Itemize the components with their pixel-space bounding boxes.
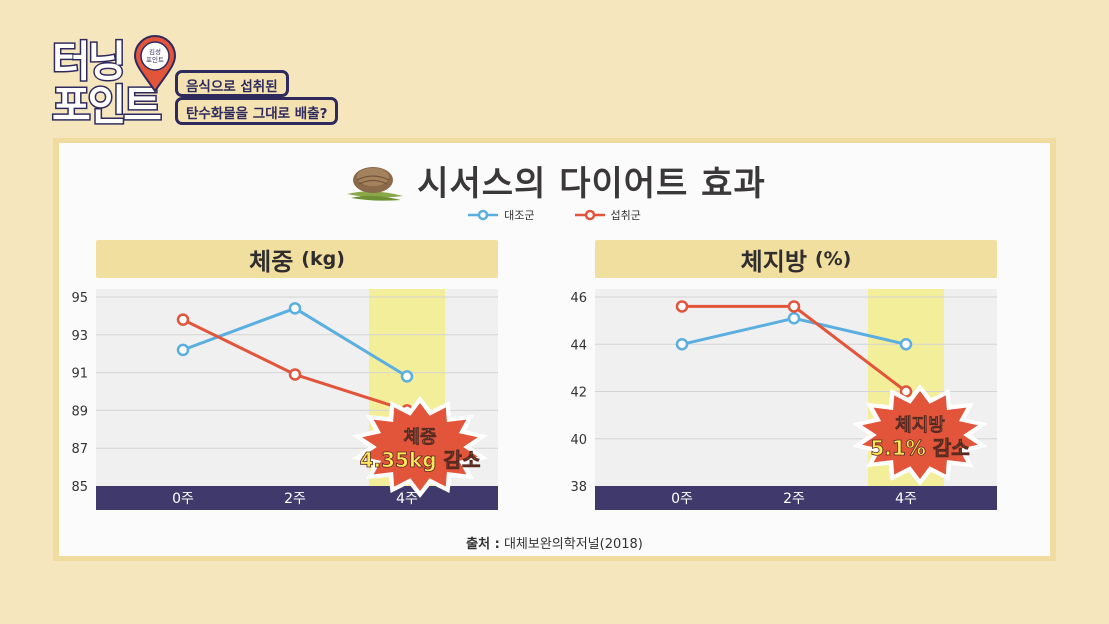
chart-unit: (%) [814, 248, 852, 270]
source-citation: 출처 : 대체보완의학저널(2018) [0, 533, 1109, 552]
x-axis-bar [96, 486, 498, 510]
legend: 대조군 섭취군 [0, 207, 1109, 223]
y-tick-label: 87 [71, 442, 88, 457]
logo-line2: 포인트 [51, 81, 164, 130]
data-point [787, 312, 801, 325]
data-point [288, 302, 302, 315]
annotation-line2: 5.1% 감소 [870, 436, 969, 460]
x-tick-label: 2주 [783, 491, 805, 507]
legend-item-intake: 섭취군 [574, 207, 641, 223]
data-point [675, 300, 689, 313]
y-tick-label: 40 [570, 433, 587, 448]
x-tick-label: 2주 [284, 491, 306, 507]
data-point [675, 338, 689, 351]
x-tick-label: 4주 [895, 491, 917, 507]
svg-text:포인트: 포인트 [146, 55, 164, 64]
source-label: 출처 : [466, 537, 500, 552]
source-text: 대체보완의학저널(2018) [503, 537, 643, 552]
main-title: 시서스의 다이어트 효과 [417, 164, 766, 204]
data-point [176, 313, 190, 326]
y-tick-label: 42 [570, 386, 587, 401]
legend-item-control: 대조군 [468, 207, 535, 223]
chart-title-text: 체중 [249, 247, 294, 276]
caption-line1: 음식으로 섭취된 [175, 70, 289, 97]
y-tick-label: 93 [71, 329, 88, 344]
y-tick-label: 44 [570, 338, 587, 353]
annotation-line1: 체중 [403, 427, 436, 448]
data-point [400, 370, 414, 383]
map-pin-icon: 김성 포인트 [133, 35, 177, 93]
data-point [176, 343, 190, 357]
y-tick-label: 85 [71, 480, 88, 495]
y-tick-label: 89 [71, 404, 88, 419]
chart-title-bodyfat: 체지방 (%) [595, 240, 997, 278]
legend-label-control: 대조군 [504, 209, 535, 222]
legend-label-intake: 섭취군 [610, 209, 641, 222]
y-tick-label: 91 [71, 367, 88, 382]
y-tick-label: 38 [570, 480, 587, 495]
x-tick-label: 4주 [396, 491, 418, 507]
data-point [899, 385, 913, 398]
data-point [899, 338, 913, 351]
weight-chart: 85 87 89 91 93 95 0주 2주 4주 체중4.35kg 감소 [71, 289, 498, 510]
burst-annotation [362, 403, 478, 491]
data-point [288, 368, 302, 381]
x-tick-label: 0주 [671, 491, 693, 507]
caption-line2: 탄수화물을 그대로 배출? [175, 97, 339, 125]
y-tick-label: 95 [71, 291, 88, 306]
burst-annotation [862, 391, 978, 479]
program-logo: 터닝 포인트 [50, 37, 182, 134]
cissus-plant-icon [347, 166, 404, 201]
x-axis-bar [595, 486, 997, 510]
y-tick-label: 46 [570, 291, 587, 306]
legend-line-icon [574, 209, 605, 221]
chart-unit: (kg) [301, 248, 345, 270]
chart-title-text: 체지방 [740, 247, 807, 276]
logo-line1: 터닝 [50, 37, 127, 86]
svg-text:김성: 김성 [149, 47, 161, 56]
annotation-line2: 4.35kg 감소 [360, 448, 481, 472]
annotation-line1: 체지방 [895, 415, 945, 436]
main-title-row: 시서스의 다이어트 효과 [0, 156, 1109, 211]
data-point [787, 300, 801, 313]
x-tick-label: 0주 [172, 491, 194, 507]
chart-title-weight: 체중 (kg) [96, 240, 498, 278]
legend-line-icon [468, 209, 499, 221]
